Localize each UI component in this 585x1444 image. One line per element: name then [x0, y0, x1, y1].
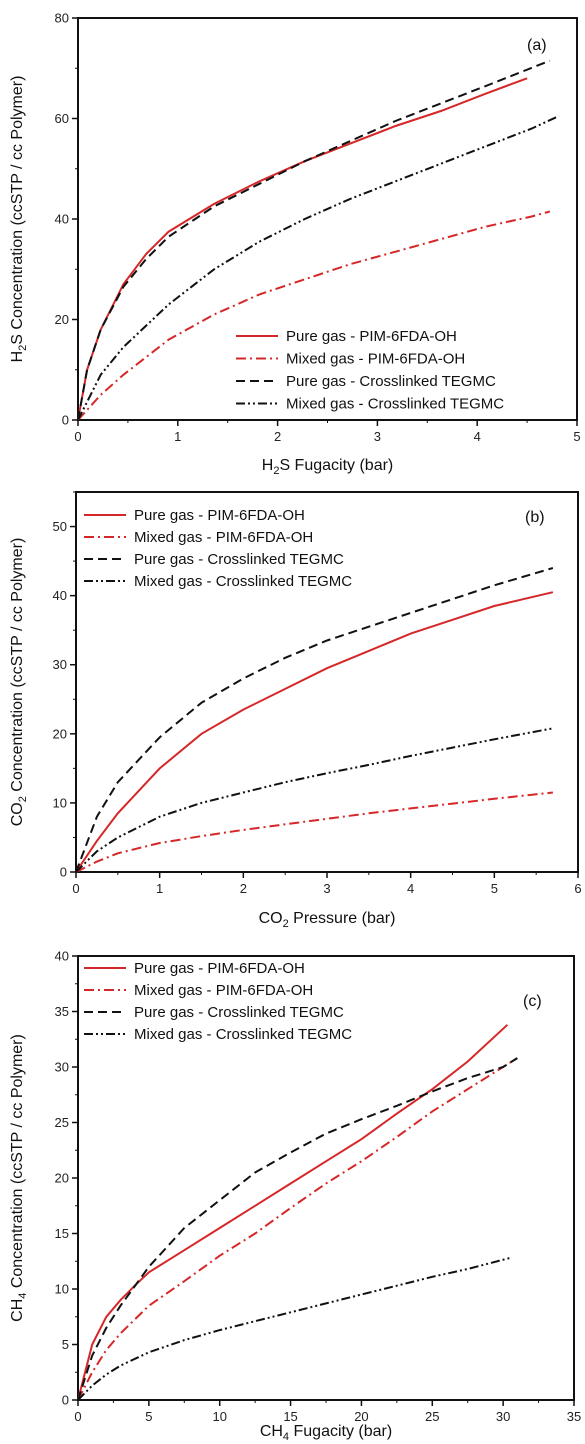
x-tick-label: 0 — [74, 1409, 81, 1424]
legend: Pure gas - PIM-6FDA-OH Mixed gas - PIM-6F… — [236, 328, 504, 413]
x-tick-label: 15 — [283, 1409, 297, 1424]
x-tick-label: 4 — [407, 881, 414, 896]
y-tick-label: 25 — [55, 1115, 69, 1130]
x-tick-label: 25 — [425, 1409, 439, 1424]
chart-panel-c: 0 5 10 15 20 25 30 35 0 5 10 15 20 25 30 35 40 Pure gas -… — [9, 949, 581, 1444]
y-axis-title: H2S Concentration (ccSTP / cc Polymer) — [9, 76, 29, 363]
legend-label: Mixed gas - Crosslinked TEGMC — [134, 573, 352, 590]
y-tick-label: 20 — [53, 726, 67, 741]
legend-label: Mixed gas - Crosslinked TEGMC — [134, 1026, 352, 1043]
legend-label: Mixed gas - Crosslinked TEGMC — [286, 396, 504, 413]
x-tick-label: 35 — [567, 1409, 581, 1424]
series-line-2 — [75, 791, 554, 873]
x-tick-label: 4 — [474, 429, 481, 444]
x-tick-label: 3 — [374, 429, 381, 444]
legend-label: Pure gas - PIM-6FDA-OH — [134, 507, 305, 524]
y-tick-label: 10 — [55, 1282, 69, 1297]
panel-label: (b) — [525, 509, 545, 526]
y-tick-label: 40 — [55, 949, 69, 964]
legend-label: Mixed gas - PIM-6FDA-OH — [134, 982, 313, 999]
panel-label: (c) — [523, 993, 542, 1010]
x-axis-title: CH4 Fugacity (bar) — [260, 1423, 392, 1443]
x-tick-label: 1 — [156, 881, 163, 896]
x-tick-label: 30 — [496, 1409, 510, 1424]
x-tick-label: 5 — [491, 881, 498, 896]
y-tick-label: 50 — [53, 519, 67, 534]
y-tick-label: 80 — [55, 11, 69, 26]
x-tick-label: 6 — [574, 881, 581, 896]
y-tick-label: 15 — [55, 1226, 69, 1241]
x-tick-label: 5 — [145, 1409, 152, 1424]
x-tick-label: 20 — [354, 1409, 368, 1424]
y-axis-title: CH4 Concentration (ccSTP / cc Polymer) — [9, 1034, 29, 1322]
y-axis-title: CO2 Concentration (ccSTP / cc Polymer) — [9, 538, 29, 827]
chart-panel-b: 0 1 2 3 4 5 6 0 10 20 30 40 50 Pure gas - PIM-6FDA-OH… — [9, 491, 582, 930]
legend-label: Pure gas - Crosslinked TEGMC — [134, 1004, 344, 1021]
series-line-3 — [77, 1057, 518, 1401]
y-tick-label: 5 — [62, 1337, 69, 1352]
y-tick-label: 40 — [55, 212, 69, 227]
y-tick-label: 35 — [55, 1004, 69, 1019]
legend-label: Pure gas - PIM-6FDA-OH — [286, 328, 457, 345]
legend: Pure gas - PIM-6FDA-OH Mixed gas - PIM-6F… — [84, 507, 352, 590]
chart-panel-a: 0 1 2 3 4 5 0 20 40 60 80 Pure gas - PIM-6FDA-OH Mix… — [9, 11, 581, 478]
y-tick-label: 30 — [55, 1060, 69, 1075]
series-line-1 — [75, 591, 554, 873]
y-tick-label: 0 — [62, 413, 69, 428]
y-tick-label: 20 — [55, 312, 69, 327]
legend-label: Pure gas - Crosslinked TEGMC — [134, 551, 344, 568]
x-tick-label: 10 — [212, 1409, 226, 1424]
series-line-2 — [77, 210, 551, 421]
x-tick-label: 2 — [240, 881, 247, 896]
y-tick-label: 30 — [53, 657, 67, 672]
series-line-2 — [77, 1057, 518, 1401]
y-tick-label: 10 — [53, 795, 67, 810]
x-tick-label: 0 — [72, 881, 79, 896]
y-tick-label: 60 — [55, 111, 69, 126]
plot-frame — [75, 491, 579, 873]
legend-label: Pure gas - Crosslinked TEGMC — [286, 373, 496, 390]
x-tick-label: 1 — [174, 429, 181, 444]
y-tick-label: 40 — [53, 588, 67, 603]
y-tick-label: 0 — [60, 865, 67, 880]
plot-frame — [77, 955, 575, 1401]
legend: Pure gas - PIM-6FDA-OH Mixed gas - PIM-6F… — [84, 960, 352, 1043]
x-axis-title: CO2 Pressure (bar) — [259, 910, 396, 930]
series-line-1 — [77, 1024, 509, 1401]
x-tick-label: 5 — [573, 429, 580, 444]
x-tick-label: 0 — [74, 429, 81, 444]
legend-label: Mixed gas - PIM-6FDA-OH — [134, 529, 313, 546]
series-line-1 — [77, 77, 528, 421]
x-tick-label: 3 — [323, 881, 330, 896]
legend-label: Pure gas - PIM-6FDA-OH — [134, 960, 305, 977]
panel-label: (a) — [527, 37, 547, 54]
legend-label: Mixed gas - PIM-6FDA-OH — [286, 351, 465, 368]
x-axis-title: H2S Fugacity (bar) — [262, 457, 394, 477]
y-tick-label: 0 — [62, 1393, 69, 1408]
series-line-4 — [75, 727, 554, 873]
x-tick-label: 2 — [274, 429, 281, 444]
series-line-3 — [77, 59, 551, 421]
y-tick-label: 20 — [55, 1171, 69, 1186]
series-line-3 — [75, 567, 554, 873]
series-line-4 — [77, 115, 560, 421]
